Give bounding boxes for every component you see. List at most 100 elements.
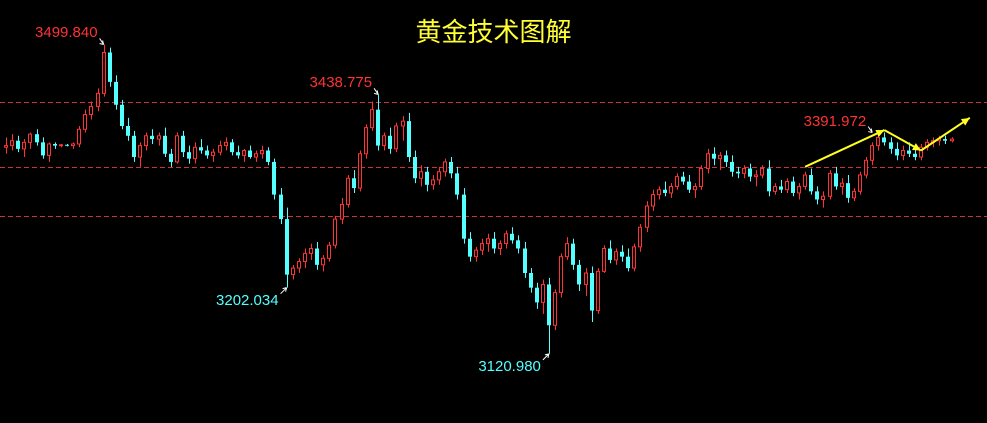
annotation-pointer-head [282, 287, 288, 292]
candle [523, 241, 527, 278]
candle [425, 166, 429, 192]
candle-body [157, 135, 161, 140]
candle-body [236, 152, 240, 156]
candle [455, 166, 459, 200]
candle [224, 137, 228, 151]
candle-body [596, 270, 600, 312]
candle-body [431, 179, 435, 186]
annotation-pointer-head [99, 40, 105, 45]
candle-body [718, 154, 722, 160]
candle-body [858, 174, 862, 192]
candle-body [943, 139, 947, 141]
candle [83, 109, 87, 133]
candle-body [364, 127, 368, 155]
candle-body [602, 248, 606, 272]
candle [584, 268, 588, 296]
candle-body [419, 171, 423, 179]
candle [724, 150, 728, 167]
candle-body [224, 141, 228, 147]
candle [852, 188, 856, 202]
candle [645, 201, 649, 233]
candle-body [279, 194, 283, 220]
candle [352, 170, 356, 193]
candle-body [394, 125, 398, 150]
candle [388, 127, 392, 154]
candle-body [913, 153, 917, 158]
candle [346, 175, 350, 208]
candle [675, 173, 679, 190]
candle-body [16, 140, 20, 149]
candle-body [266, 150, 270, 162]
candle [669, 183, 673, 198]
candle-body [114, 81, 118, 105]
candle-body [645, 205, 649, 228]
candle [754, 170, 758, 187]
candle-body [181, 135, 185, 153]
candle-body [468, 238, 472, 257]
candle-body [870, 145, 874, 161]
candle-body [590, 273, 594, 311]
candle [889, 137, 893, 154]
candle-body [529, 273, 533, 288]
candle-body [462, 194, 466, 239]
candle [498, 240, 502, 256]
candle-body [706, 153, 710, 169]
candle [242, 148, 246, 162]
candle-body [486, 238, 490, 245]
candle-body [626, 256, 630, 269]
candle-body [71, 143, 75, 147]
candle [815, 186, 819, 205]
candle-body [571, 243, 575, 265]
candle [480, 238, 484, 256]
candle [211, 148, 215, 162]
candle-body [187, 152, 191, 159]
candle [230, 139, 234, 156]
candle [285, 207, 289, 288]
candle-body [919, 146, 923, 158]
candle-body [346, 177, 350, 205]
candle [547, 277, 551, 354]
candles-group [4, 44, 954, 354]
candle-body [144, 135, 148, 147]
candle [65, 143, 69, 147]
candle [236, 145, 240, 159]
candle-body [53, 143, 57, 146]
candle [492, 232, 496, 254]
forecast-arrow-head [960, 117, 970, 126]
candle-body [358, 153, 362, 189]
candle [736, 166, 740, 179]
candle [437, 166, 441, 185]
candle-body [199, 147, 203, 151]
candle-body [864, 159, 868, 176]
candle-body [315, 248, 319, 265]
candle-body [340, 203, 344, 220]
candle-body [321, 257, 325, 266]
candle [364, 124, 368, 159]
candle [401, 116, 405, 141]
high-price-label: 3499.840 [35, 24, 98, 42]
candle-body [205, 150, 209, 156]
candle [266, 147, 270, 166]
forecast-arrows [804, 117, 971, 168]
candle-body [657, 189, 661, 196]
candle-body [126, 126, 130, 136]
candle-body [608, 248, 612, 260]
candle-body [675, 176, 679, 187]
candle-body [638, 226, 642, 248]
candle-body [553, 292, 557, 326]
candle [333, 215, 337, 249]
candle-body [77, 128, 81, 145]
candle-body [797, 185, 801, 194]
candle [10, 134, 14, 151]
candle-body [889, 142, 893, 149]
candle-body [297, 261, 301, 269]
forecast-arrow-segment [920, 117, 971, 152]
candle [895, 142, 899, 161]
candle [126, 117, 130, 141]
candle [59, 143, 63, 148]
candle [626, 248, 630, 272]
candle [577, 259, 581, 291]
candle [919, 143, 923, 161]
candle-body [455, 173, 459, 195]
candle [35, 129, 39, 146]
